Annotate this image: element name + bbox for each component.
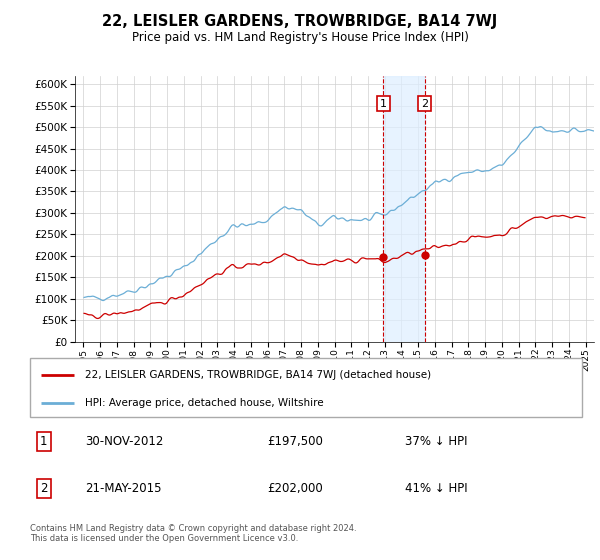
Text: 41% ↓ HPI: 41% ↓ HPI (406, 482, 468, 495)
Text: 1: 1 (380, 99, 387, 109)
Bar (383, 76, 425, 342)
Text: Contains HM Land Registry data © Crown copyright and database right 2024.
This d: Contains HM Land Registry data © Crown c… (30, 524, 356, 543)
Text: 21-MAY-2015: 21-MAY-2015 (85, 482, 162, 495)
Text: 37% ↓ HPI: 37% ↓ HPI (406, 435, 468, 448)
Text: 22, LEISLER GARDENS, TROWBRIDGE, BA14 7WJ: 22, LEISLER GARDENS, TROWBRIDGE, BA14 7W… (103, 14, 497, 29)
Text: 2: 2 (40, 482, 47, 495)
Text: 30-NOV-2012: 30-NOV-2012 (85, 435, 164, 448)
Text: 1: 1 (40, 435, 47, 448)
Text: Price paid vs. HM Land Registry's House Price Index (HPI): Price paid vs. HM Land Registry's House … (131, 31, 469, 44)
Text: 2: 2 (421, 99, 428, 109)
Text: £202,000: £202,000 (268, 482, 323, 495)
Text: £197,500: £197,500 (268, 435, 323, 448)
FancyBboxPatch shape (30, 358, 582, 417)
Text: HPI: Average price, detached house, Wiltshire: HPI: Average price, detached house, Wilt… (85, 398, 324, 408)
Text: 22, LEISLER GARDENS, TROWBRIDGE, BA14 7WJ (detached house): 22, LEISLER GARDENS, TROWBRIDGE, BA14 7W… (85, 370, 431, 380)
